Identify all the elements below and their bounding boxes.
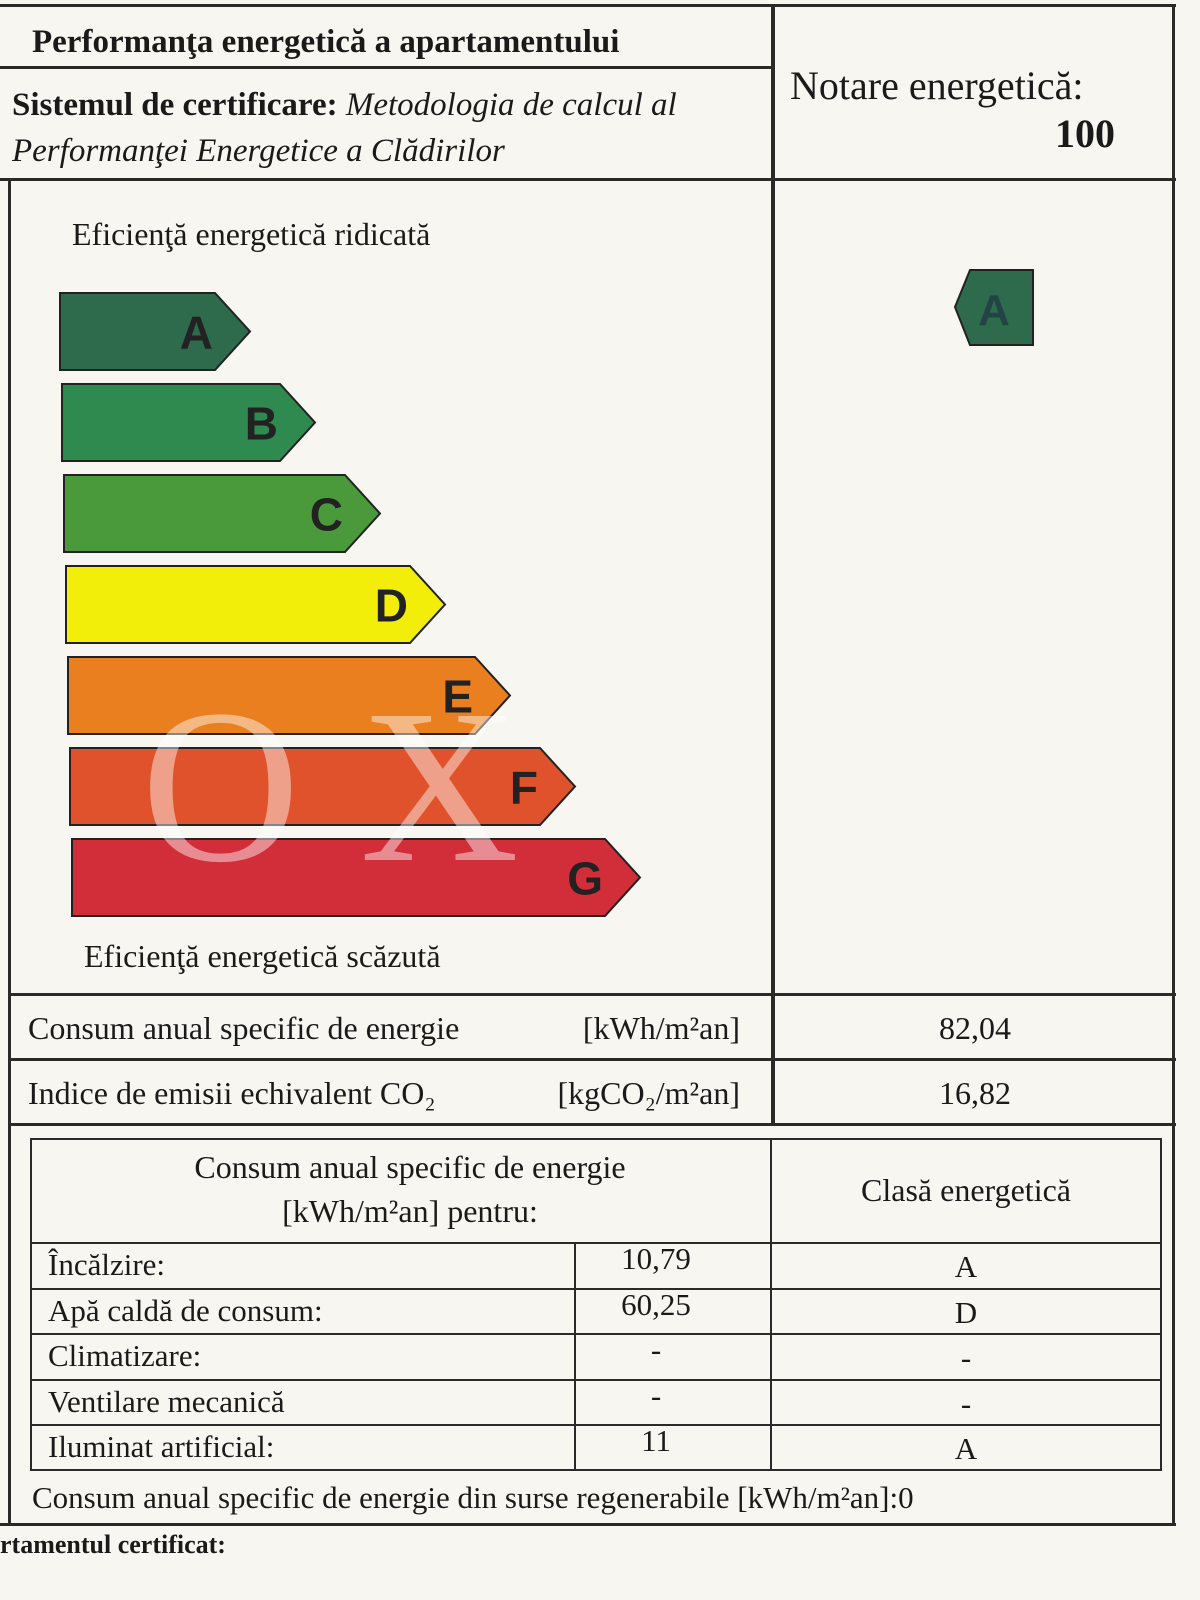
- border: [771, 4, 775, 1124]
- scale-top: Eficienţă energetică ridicată: [72, 216, 431, 252]
- scale-bottom: Eficienţă energetică scăzută: [84, 938, 441, 974]
- row-value: 11: [641, 1423, 671, 1459]
- system-value: Metodologia de calcul al Performanţei En…: [12, 87, 677, 169]
- current-class-marker: [953, 269, 1034, 346]
- class-letter: F: [510, 762, 538, 814]
- class-arrow: [61, 383, 317, 462]
- class-arrow: [65, 565, 447, 644]
- class-arrow: [63, 474, 382, 553]
- row-label: Încălzire:: [48, 1247, 166, 1282]
- row-value: 60,25: [621, 1286, 691, 1322]
- class-letter: A: [180, 307, 213, 359]
- border: [8, 180, 11, 1525]
- border: [0, 66, 772, 69]
- row-line: [30, 1378, 1162, 1381]
- row-line: [30, 1287, 1162, 1290]
- row-value: -: [650, 1377, 662, 1413]
- breakdown-header: Clasă energetică: [861, 1172, 1071, 1208]
- row-line: [30, 1333, 1162, 1336]
- class-arrow: [59, 292, 252, 371]
- border: [770, 1138, 772, 1470]
- row-line: [30, 1469, 1162, 1471]
- row-class: -: [960, 1340, 972, 1376]
- system-label: Sistemul de certificare:: [12, 87, 338, 123]
- row-value: -: [650, 1332, 662, 1368]
- class-arrow: [69, 747, 577, 826]
- breakdown-header: Consum anual specific de energie [kWh/m²…: [194, 1149, 626, 1229]
- cut-text: rtamentul certificat:: [0, 1530, 226, 1559]
- border: [30, 1138, 1162, 1140]
- border: [574, 1242, 576, 1470]
- border: [8, 1123, 1176, 1126]
- rating-label: Notare energetică:: [790, 63, 1084, 108]
- metric-label: Indice de emisii echivalent CO₂: [28, 1075, 436, 1111]
- class-letter: G: [567, 853, 603, 905]
- border: [0, 1523, 1176, 1526]
- border: [0, 4, 1176, 7]
- row-line: [30, 1242, 1162, 1244]
- rating-value: 100: [1055, 111, 1115, 156]
- class-letter: C: [310, 489, 343, 541]
- row-line: [30, 1424, 1162, 1427]
- class-letter: E: [442, 671, 473, 723]
- class-letter: B: [245, 398, 278, 450]
- metric-unit: [kWh/m²an]: [582, 1010, 740, 1046]
- current-class: A: [978, 286, 1010, 335]
- row-label: Apă caldă de consum:: [48, 1292, 323, 1328]
- metric-label: Consum anual specific de energie: [28, 1010, 460, 1046]
- row-class: D: [954, 1294, 978, 1330]
- metric-unit: [kgCO₂/m²an]: [557, 1075, 741, 1111]
- class-letter: D: [375, 580, 408, 632]
- system: Sistemul de certificare: Metodologia de …: [12, 82, 762, 174]
- border: [8, 993, 1176, 996]
- border: [30, 1138, 32, 1470]
- class-arrow: [71, 838, 642, 917]
- metric-value: 82,04: [939, 1010, 1011, 1046]
- border: [0, 178, 1176, 181]
- row-label: Climatizare:: [48, 1338, 202, 1374]
- row-class: -: [960, 1385, 972, 1421]
- class-arrow: [67, 656, 512, 735]
- title: Performanţa energetică a apartamentului: [32, 24, 620, 60]
- watermark: OX: [141, 664, 579, 908]
- border: [8, 1058, 1176, 1061]
- renewable: Consum anual specific de energie din sur…: [32, 1480, 914, 1515]
- border: [1160, 1138, 1162, 1470]
- border: [1172, 4, 1175, 1524]
- row-class: A: [954, 1249, 978, 1284]
- row-value: 10,79: [621, 1241, 691, 1276]
- row-class: A: [954, 1431, 978, 1467]
- row-label: Ventilare mecanică: [48, 1383, 285, 1419]
- row-label: Iluminat artificial:: [48, 1429, 275, 1465]
- metric-value: 16,82: [939, 1075, 1011, 1111]
